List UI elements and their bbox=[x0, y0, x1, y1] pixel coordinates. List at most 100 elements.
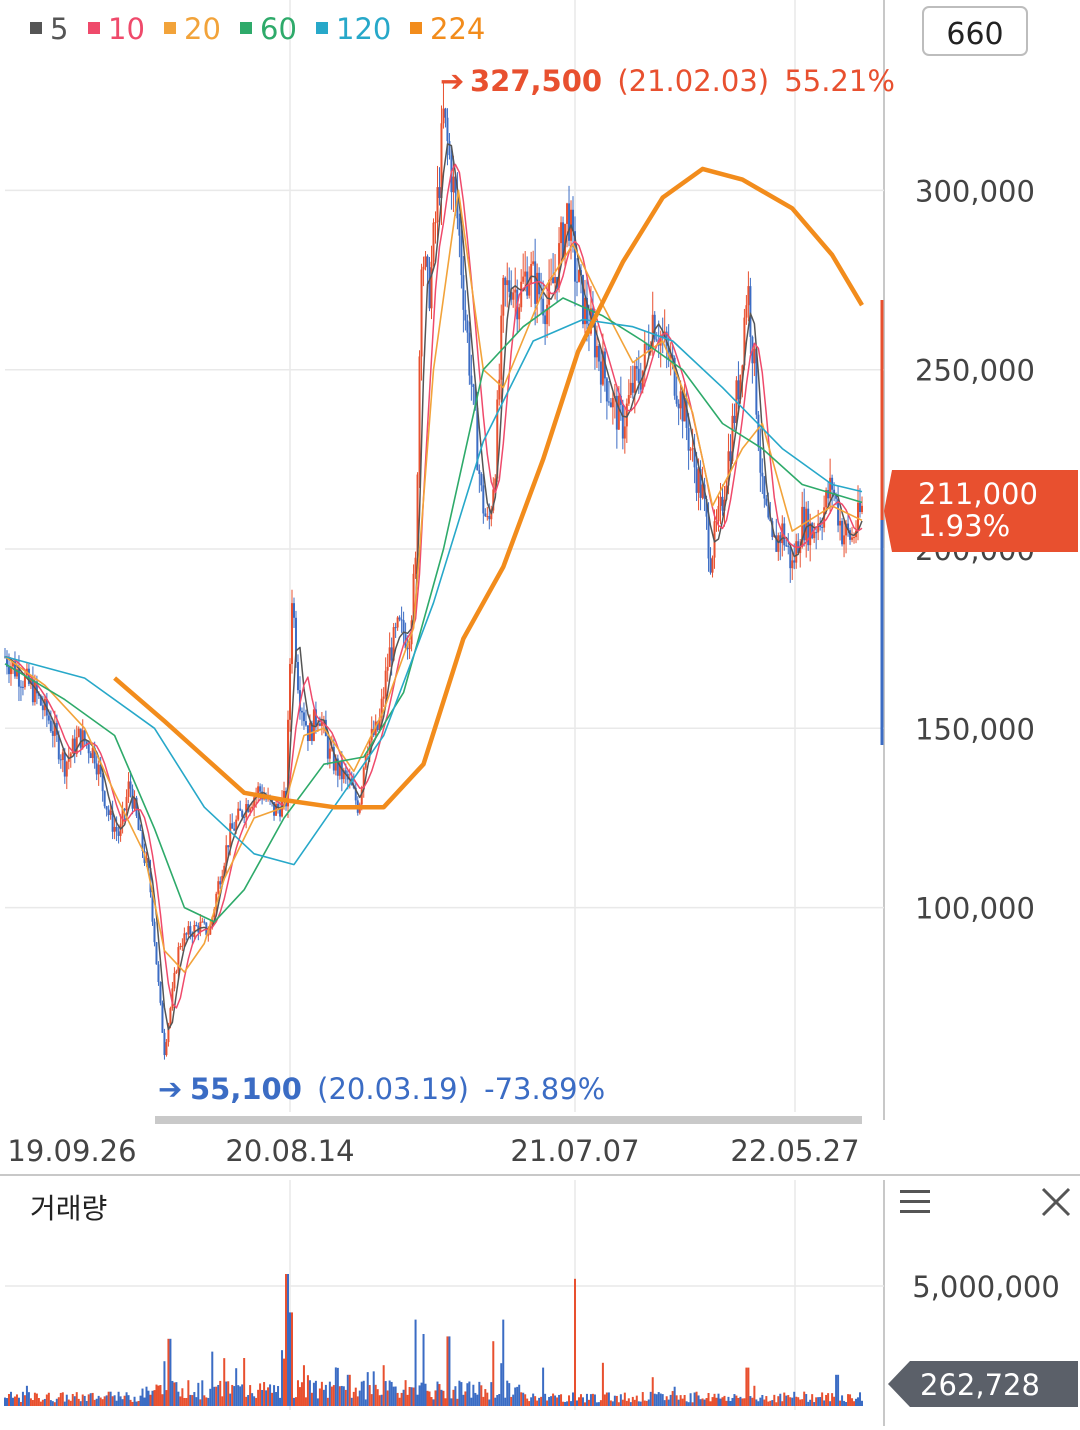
candle-body bbox=[637, 368, 640, 383]
volume-bars bbox=[4, 1274, 863, 1406]
candle-body bbox=[482, 485, 485, 514]
volume-bar bbox=[141, 1388, 144, 1406]
min-price: 55,100 bbox=[190, 1072, 302, 1106]
volume-bar bbox=[320, 1381, 323, 1406]
candle-body bbox=[446, 117, 449, 142]
volume-bar bbox=[713, 1393, 716, 1406]
candle-body bbox=[673, 357, 676, 396]
candle-body bbox=[201, 921, 204, 923]
volume-bar bbox=[653, 1393, 656, 1406]
volume-bar bbox=[392, 1386, 395, 1406]
volume-bar bbox=[219, 1380, 222, 1406]
candle-body bbox=[811, 523, 814, 539]
volume-bar bbox=[119, 1396, 122, 1406]
candle-body bbox=[502, 277, 505, 316]
volume-bar bbox=[719, 1398, 722, 1406]
volume-bar bbox=[87, 1394, 90, 1406]
candle-body bbox=[167, 1024, 170, 1043]
candle-body bbox=[41, 705, 44, 711]
volume-bar bbox=[203, 1395, 206, 1406]
candle-body bbox=[412, 573, 415, 621]
volume-bar bbox=[574, 1278, 577, 1406]
volume-bar bbox=[432, 1399, 435, 1406]
volume-bar bbox=[296, 1380, 299, 1406]
candle-body bbox=[847, 523, 850, 531]
candle-body bbox=[528, 283, 531, 296]
volume-bar bbox=[821, 1392, 824, 1406]
candle-body bbox=[99, 764, 102, 774]
volume-bar bbox=[550, 1396, 553, 1406]
volume-bar bbox=[552, 1393, 555, 1406]
volume-bar bbox=[43, 1398, 46, 1406]
volume-bar bbox=[554, 1395, 557, 1406]
volume-bar bbox=[410, 1387, 413, 1406]
volume-bar bbox=[15, 1394, 18, 1406]
volume-bar bbox=[189, 1394, 192, 1406]
volume-bar bbox=[113, 1395, 116, 1406]
volume-bar bbox=[520, 1392, 523, 1406]
candle-body bbox=[296, 662, 299, 691]
candle-body bbox=[641, 370, 644, 390]
volume-bar bbox=[289, 1312, 292, 1406]
candle-body bbox=[510, 291, 513, 300]
close-x-icon[interactable] bbox=[1041, 1187, 1071, 1217]
candle-body bbox=[707, 516, 710, 559]
volume-bar bbox=[510, 1396, 513, 1406]
candle-body bbox=[677, 403, 680, 409]
candle-body bbox=[464, 309, 467, 321]
candle-body bbox=[241, 810, 244, 817]
volume-bar bbox=[105, 1395, 108, 1406]
candle-body bbox=[697, 469, 700, 493]
candle-body bbox=[163, 1032, 166, 1056]
candle-body bbox=[647, 344, 650, 353]
candle-body bbox=[277, 803, 280, 808]
candle-body bbox=[119, 824, 122, 836]
period-value[interactable]: 660 bbox=[946, 17, 1003, 52]
volume-bar bbox=[161, 1394, 164, 1406]
volume-bar bbox=[245, 1396, 248, 1406]
candle-body bbox=[719, 496, 722, 506]
volume-bar bbox=[199, 1399, 202, 1406]
candle-body bbox=[494, 478, 497, 490]
volume-bar bbox=[500, 1363, 503, 1406]
volume-bar bbox=[705, 1398, 708, 1406]
candle-body bbox=[19, 686, 22, 688]
candle-body bbox=[65, 761, 68, 777]
candle-body bbox=[290, 603, 293, 664]
candle-body bbox=[392, 627, 395, 661]
period-selector[interactable]: 660 bbox=[922, 6, 1028, 56]
candle-body bbox=[388, 647, 391, 667]
candle-body bbox=[827, 489, 830, 499]
volume-bar bbox=[795, 1396, 798, 1406]
date-tick-label: 21.07.07 bbox=[510, 1134, 639, 1168]
candle-body bbox=[125, 796, 128, 811]
volume-bar bbox=[751, 1397, 754, 1406]
legend-swatch bbox=[30, 22, 42, 34]
candle-body bbox=[807, 508, 810, 546]
volume-bar bbox=[789, 1397, 792, 1406]
volume-bar bbox=[287, 1274, 290, 1406]
volume-bar bbox=[562, 1401, 565, 1406]
volume-bar bbox=[121, 1399, 124, 1406]
volume-bar bbox=[655, 1394, 658, 1406]
volume-bar bbox=[861, 1400, 863, 1406]
candle-body bbox=[436, 187, 439, 223]
hamburger-menu-icon[interactable] bbox=[900, 1190, 930, 1213]
max-price-marker: ➔ 327,500 (21.02.03) 55.21% bbox=[440, 64, 895, 98]
candle-body bbox=[490, 510, 493, 520]
volume-bar bbox=[277, 1386, 280, 1406]
volume-bar bbox=[366, 1372, 369, 1406]
volume-bar bbox=[306, 1375, 309, 1406]
volume-bar bbox=[851, 1398, 854, 1406]
volume-bar bbox=[426, 1390, 429, 1406]
volume-bar bbox=[416, 1394, 419, 1406]
volume-bar bbox=[79, 1401, 82, 1406]
legend-swatch bbox=[164, 22, 176, 34]
volume-bar bbox=[627, 1398, 630, 1406]
volume-bar bbox=[434, 1390, 437, 1406]
candle-body bbox=[466, 320, 469, 333]
volume-bar bbox=[813, 1402, 816, 1406]
volume-bar bbox=[99, 1397, 102, 1406]
